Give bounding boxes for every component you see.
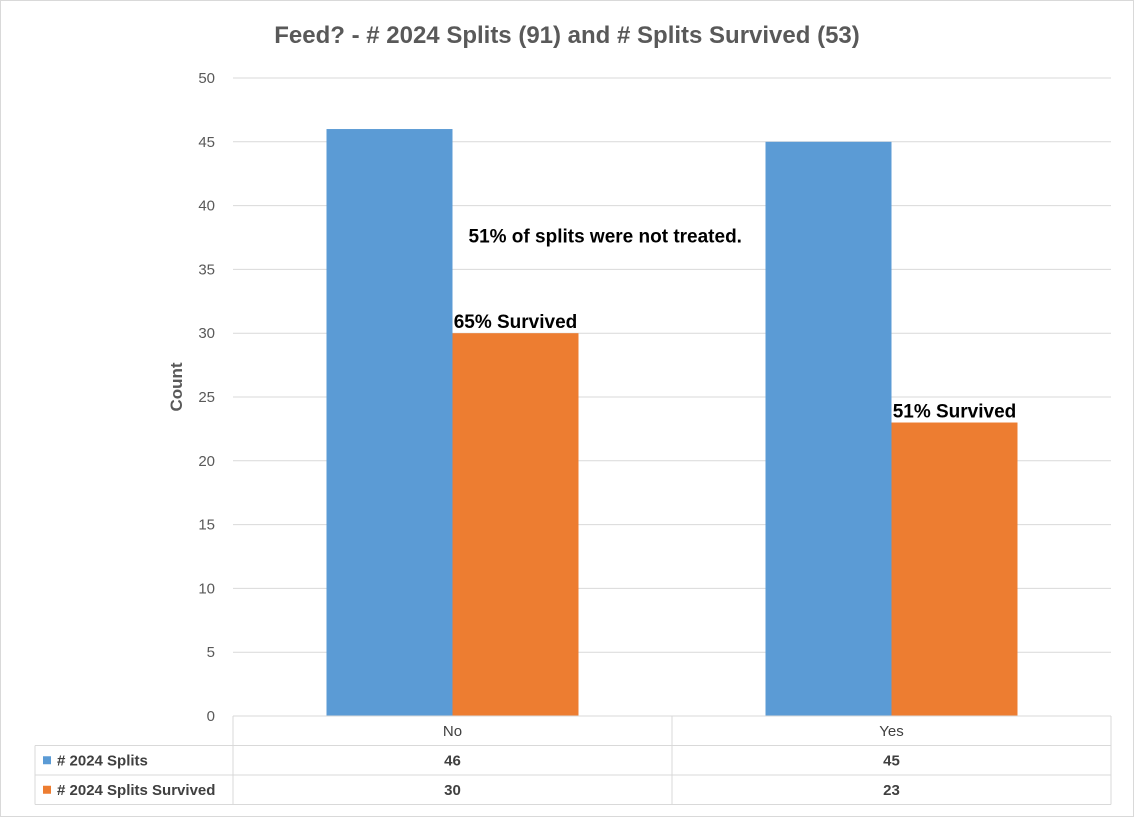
annotation-label: 51% Survived [893,402,1017,423]
chart-title: Feed? - # 2024 Splits (91) and # Splits … [274,22,860,49]
bar-0-0 [326,129,453,717]
table-value: 30 [444,782,461,799]
y-tick-label: 10 [198,580,215,597]
y-tick-label: 0 [207,708,215,725]
legend-label: # 2024 Splits Survived [57,782,215,799]
data-table: No Yes # 2024 Splits 46 45 # 2024 Splits Surv… [34,715,1112,805]
y-tick-label: 45 [198,134,215,151]
y-tick-label: 25 [198,389,215,406]
y-tick-label: 40 [198,198,215,215]
legend-swatch [43,756,51,765]
legend-label: # 2024 Splits [57,752,148,769]
table-value: 45 [883,752,900,769]
bars [326,129,1018,717]
y-tick-label: 15 [198,517,215,534]
x-category-label: Yes [879,723,903,740]
y-tick-labels: 0 5 10 15 20 25 30 35 40 45 50 [198,70,215,725]
y-tick-label: 30 [198,325,215,342]
bar-1-0 [452,333,579,716]
x-category-label: No [443,723,462,740]
annotation-label: 51% of splits were not treated. [469,227,742,248]
bar-1-1 [891,422,1018,716]
legend-swatch [43,785,51,794]
y-tick-label: 50 [198,70,215,87]
y-tick-label: 5 [207,644,215,661]
table-value: 23 [883,782,900,799]
y-tick-label: 20 [198,453,215,470]
y-tick-label: 35 [198,261,215,278]
annotations: 65% Survived 51% Survived 51% of splits we… [454,227,1017,423]
table-value: 46 [444,752,461,769]
y-axis-title: Count [167,362,186,411]
bar-0-1 [765,141,892,717]
annotation-label: 65% Survived [454,312,578,333]
